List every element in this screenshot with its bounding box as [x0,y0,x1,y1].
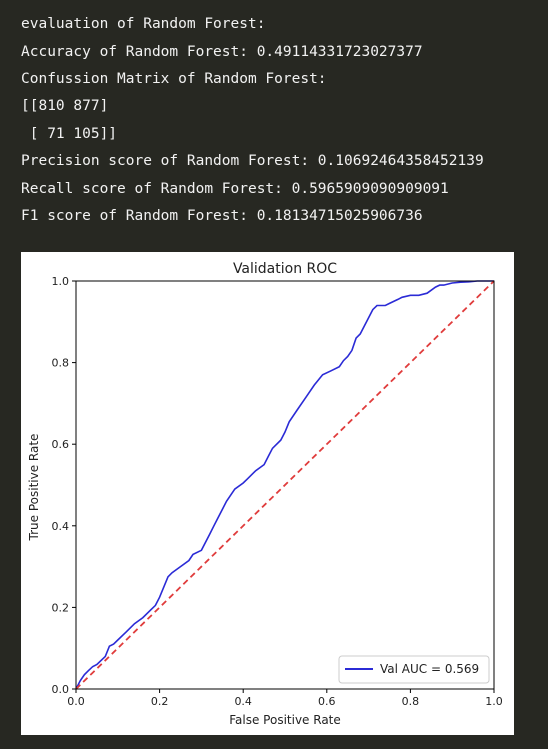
x-tick-label: 0.2 [151,695,169,708]
x-tick-label: 0.8 [402,695,420,708]
y-axis-label: True Positive Rate [27,434,41,542]
roc-chart: Validation ROC False Positive Rate True … [27,261,503,727]
y-tick-label: 0.6 [52,438,70,451]
x-tick-label: 0.4 [234,695,252,708]
output-line: [ 71 105]] [21,126,118,142]
output-line: [[810 877] [21,98,109,114]
output-line: evaluation of Random Forest: [21,16,266,32]
chance-diagonal-line [75,280,495,690]
y-tick-label: 1.0 [52,275,70,288]
output-line: Precision score of Random Forest: 0.1069… [21,153,484,169]
chart-title: Validation ROC [233,261,337,277]
x-tick-label: 0.0 [67,695,85,708]
legend: Val AUC = 0.569 [338,655,490,684]
y-tick-label: 0.2 [52,601,70,614]
legend-label: Val AUC = 0.569 [380,662,479,676]
roc-plot-image: Validation ROC False Positive Rate True … [21,252,514,735]
legend-box [338,655,490,684]
output-line: F1 score of Random Forest: 0.18134715025… [21,208,423,224]
output-line: Confussion Matrix of Random Forest: [21,71,327,87]
x-tick-label: 1.0 [485,695,503,708]
x-tick-label: 0.6 [318,695,336,708]
y-tick-label: 0.4 [52,520,70,533]
series-lines [75,280,495,690]
axis-ticks: 0.0 0.2 0.4 0.6 0.8 1.0 0.0 0.2 0.4 0.6 0.8 1.0 [52,275,503,708]
y-tick-label: 0.0 [52,683,70,696]
plot-frame [75,280,495,690]
output-line: Accuracy of Random Forest: 0.49114331723… [21,44,423,60]
y-tick-label: 0.8 [52,357,70,370]
x-axis-label: False Positive Rate [229,713,341,727]
output-line: Recall score of Random Forest: 0.5965909… [21,181,449,197]
roc-curve-line [75,280,494,690]
